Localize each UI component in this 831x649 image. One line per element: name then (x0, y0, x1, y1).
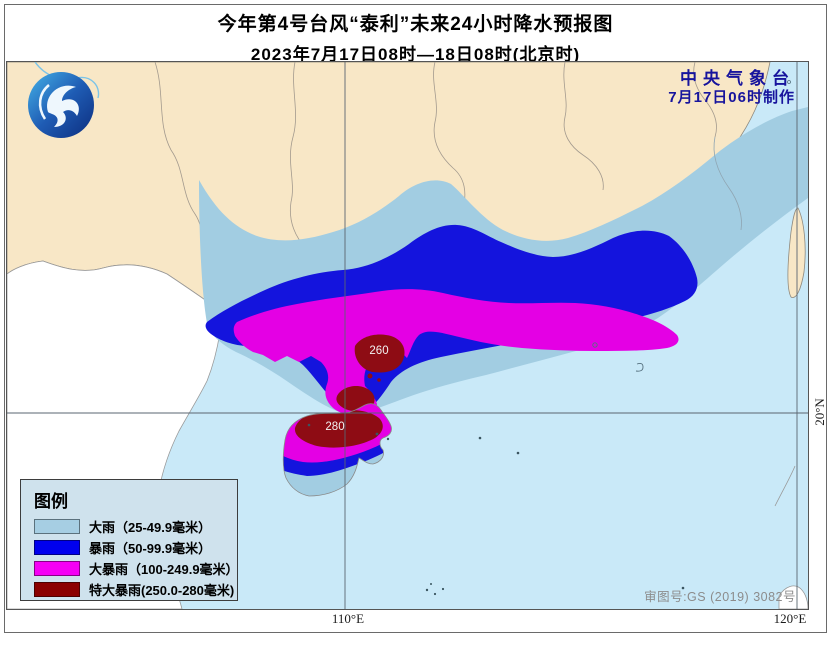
page-subtitle: 2023年7月17日08时—18日08时(北京时) (250, 45, 581, 64)
lon-label-110e: 110°E (331, 611, 365, 626)
legend-item-label: 大暴雨（100-249.9毫米） (89, 561, 239, 577)
agency-name: 中央气象台 (680, 69, 795, 88)
agency-credit: 中央气象台 7月17日06时制作 (668, 68, 795, 108)
legend-item-label: 大雨（25-49.9毫米） (89, 519, 212, 535)
cma-logo-icon (28, 72, 94, 138)
torrential-rain-swatch (34, 560, 80, 576)
heavy-rain-swatch (34, 518, 80, 534)
legend-item-label: 暴雨（50-99.9毫米） (89, 540, 212, 556)
band-extreme-rain (336, 334, 405, 412)
legend-item-label: 特大暴雨(250.0-280毫米) (89, 582, 235, 598)
map-approval-note: 审图号:GS (2019) 3082号 (644, 590, 796, 604)
legend-item-torrential-rain: 大暴雨（100-249.9毫米） (34, 560, 239, 577)
map-area: 260 280 中央气象台 7月17日06时制作 图例 (6, 61, 809, 610)
header: 今年第4号台风“泰利”未来24小时降水预报图 2023年7月17日08时—18日… (0, 9, 831, 65)
luzon-land (778, 585, 808, 609)
contour-label-280: 280 (325, 421, 344, 433)
agency-issued-time: 7月17日06时制作 (668, 89, 795, 107)
legend-item-extreme-rain: 特大暴雨(250.0-280毫米) (34, 581, 237, 598)
small-islands (307, 80, 791, 596)
forecast-map: 260 280 (7, 62, 808, 609)
contour-label-260: 260 (369, 345, 388, 357)
page-title: 今年第4号台风“泰利”未来24小时降水预报图 (217, 14, 614, 35)
legend-item-storm-rain: 暴雨（50-99.9毫米） (34, 539, 237, 556)
legend: 图例 大雨（25-49.9毫米） 暴雨（50-99.9毫米） 大暴雨（100-2… (20, 479, 239, 601)
lon-label-120e: 120°E (773, 611, 807, 626)
coast-arc (774, 465, 796, 507)
graticule-lines (7, 62, 808, 609)
taiwan-island (787, 207, 806, 298)
lat-label-20n: 20°N (812, 398, 827, 426)
storm-rain-swatch (34, 539, 80, 555)
legend-item-heavy-rain: 大雨（25-49.9毫米） (34, 518, 237, 535)
extreme-rain-swatch (34, 581, 80, 597)
border-over-band (713, 136, 742, 231)
legend-title: 图例 (34, 492, 68, 511)
